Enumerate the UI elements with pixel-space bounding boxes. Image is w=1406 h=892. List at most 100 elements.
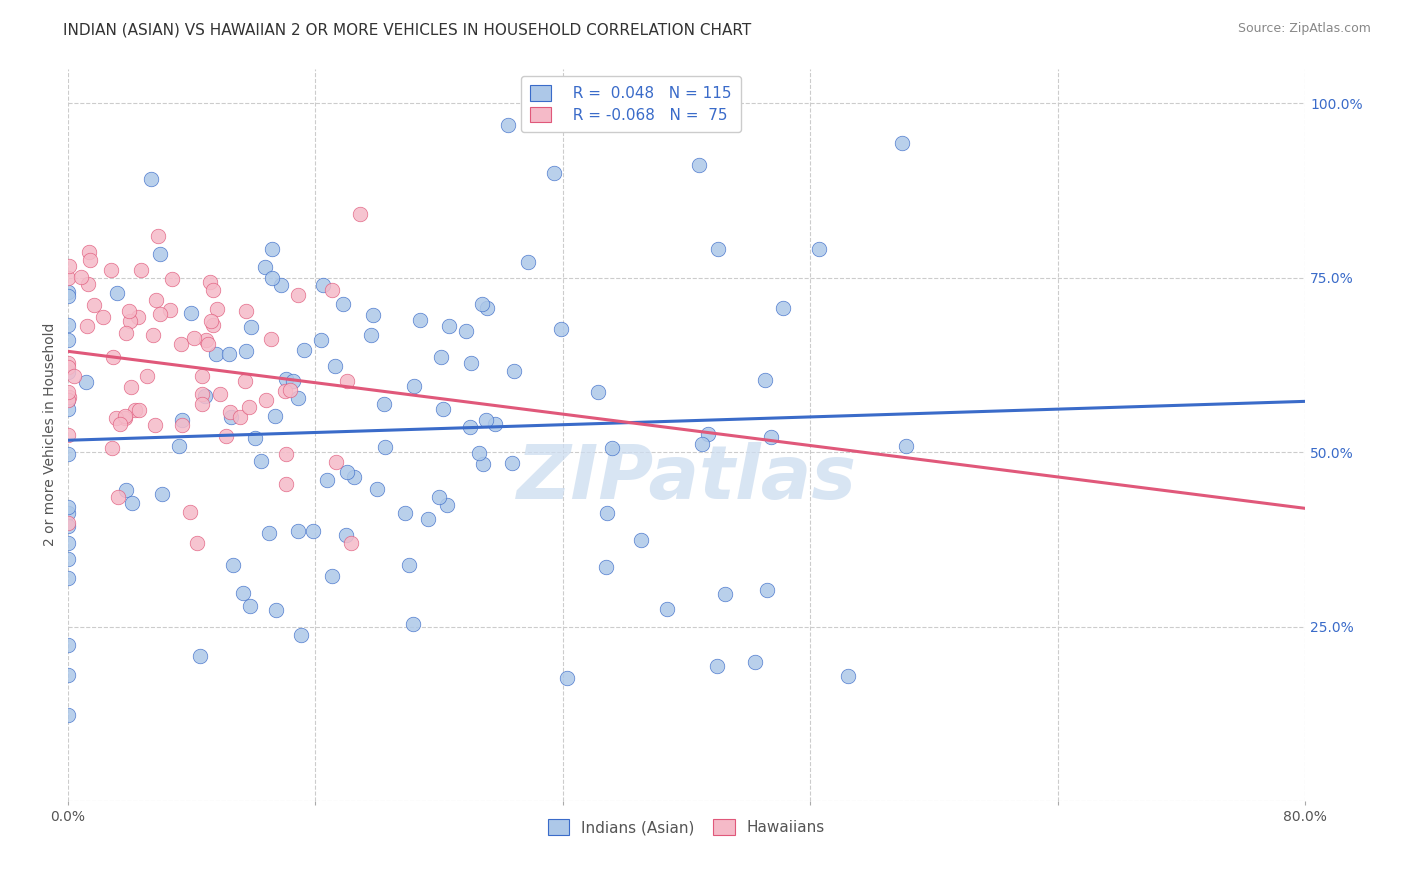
Point xyxy=(278,383,301,397)
Point xyxy=(142,328,165,343)
Point xyxy=(744,655,766,669)
Point xyxy=(239,599,262,613)
Point xyxy=(188,648,211,663)
Point xyxy=(129,262,152,277)
Point xyxy=(755,583,778,598)
Point xyxy=(79,245,101,260)
Point xyxy=(128,403,150,417)
Point xyxy=(837,668,859,682)
Point xyxy=(550,322,572,336)
Point xyxy=(77,277,100,291)
Point xyxy=(754,374,776,388)
Point xyxy=(316,473,339,487)
Point xyxy=(56,365,79,379)
Point xyxy=(56,571,79,585)
Point xyxy=(143,418,166,433)
Point xyxy=(75,376,97,390)
Point xyxy=(218,347,240,361)
Point xyxy=(586,385,609,400)
Legend: Indians (Asian), Hawaiians: Indians (Asian), Hawaiians xyxy=(538,810,834,845)
Point xyxy=(235,343,257,358)
Point xyxy=(366,482,388,496)
Point xyxy=(321,283,343,297)
Point xyxy=(56,393,79,408)
Point xyxy=(349,207,371,221)
Point xyxy=(690,436,713,450)
Point xyxy=(172,412,194,426)
Point xyxy=(191,369,214,384)
Point xyxy=(340,536,363,550)
Point xyxy=(172,417,194,432)
Point xyxy=(139,172,162,186)
Point xyxy=(56,708,79,723)
Point xyxy=(240,320,263,334)
Point xyxy=(427,491,450,505)
Point xyxy=(290,628,312,642)
Point xyxy=(56,289,79,303)
Point xyxy=(430,351,453,365)
Point xyxy=(56,536,79,550)
Point xyxy=(56,356,79,370)
Point xyxy=(287,288,309,302)
Point xyxy=(56,506,79,520)
Point xyxy=(707,242,730,256)
Point xyxy=(191,387,214,401)
Point xyxy=(121,496,143,510)
Point xyxy=(688,158,710,172)
Point xyxy=(201,318,224,332)
Point xyxy=(402,617,425,632)
Point xyxy=(229,409,252,424)
Point xyxy=(311,277,333,292)
Point xyxy=(361,308,384,322)
Point xyxy=(107,490,129,504)
Point xyxy=(270,277,292,292)
Point xyxy=(394,506,416,520)
Point xyxy=(56,393,79,408)
Point xyxy=(194,333,217,347)
Point xyxy=(205,302,228,317)
Point xyxy=(311,333,333,347)
Point xyxy=(432,402,454,417)
Point xyxy=(808,243,831,257)
Point xyxy=(274,372,297,386)
Point xyxy=(146,229,169,244)
Point xyxy=(332,297,354,311)
Point xyxy=(56,270,79,285)
Point xyxy=(287,391,309,405)
Point xyxy=(194,389,217,403)
Point xyxy=(250,454,273,468)
Point xyxy=(374,440,396,454)
Point xyxy=(543,166,565,180)
Point xyxy=(118,304,141,318)
Point xyxy=(335,465,357,479)
Point xyxy=(56,447,79,461)
Point xyxy=(233,374,256,388)
Point xyxy=(104,411,127,425)
Point xyxy=(56,668,79,682)
Point xyxy=(274,476,297,491)
Point xyxy=(283,374,305,388)
Point xyxy=(215,429,238,443)
Point xyxy=(274,447,297,461)
Point xyxy=(596,506,619,520)
Point xyxy=(302,524,325,539)
Point xyxy=(63,368,86,383)
Point xyxy=(56,360,79,375)
Point xyxy=(179,505,201,519)
Point xyxy=(56,285,79,299)
Point xyxy=(336,374,359,388)
Point xyxy=(496,118,519,132)
Point xyxy=(292,343,315,358)
Point xyxy=(475,301,498,315)
Point xyxy=(160,272,183,286)
Point xyxy=(101,351,124,365)
Point xyxy=(150,487,173,501)
Point xyxy=(238,401,260,415)
Point xyxy=(260,243,283,257)
Point xyxy=(201,284,224,298)
Point xyxy=(402,379,425,393)
Point xyxy=(56,428,79,442)
Point xyxy=(243,431,266,445)
Point xyxy=(219,410,242,425)
Point xyxy=(475,413,498,427)
